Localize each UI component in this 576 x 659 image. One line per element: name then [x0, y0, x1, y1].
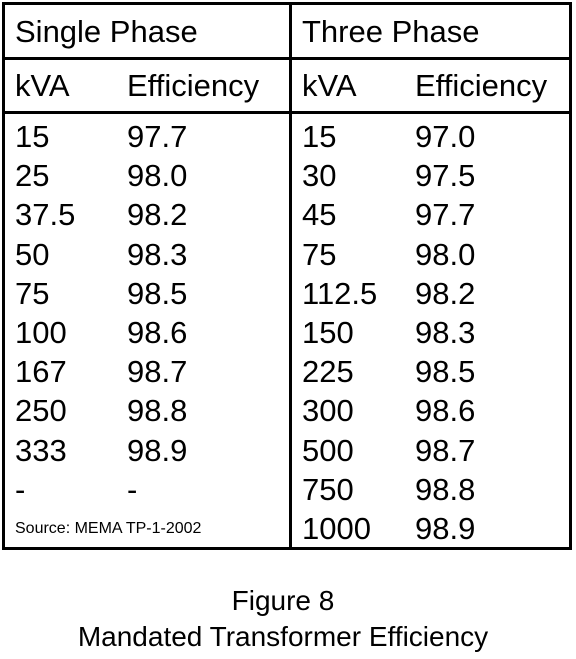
three-phase-kva-header: kVA	[302, 68, 357, 103]
single-phase-kva-cell: 333	[15, 432, 67, 468]
title-divider	[5, 57, 569, 60]
three-phase-kva-cell: 15	[302, 119, 337, 154]
single-phase-title: Single Phase	[15, 14, 198, 49]
single-phase-efficiency-cell: 98.2	[127, 197, 188, 233]
three-phase-kva-cell: 225	[302, 354, 354, 390]
single-phase-efficiency-header: Efficiency	[127, 68, 260, 103]
three-phase-efficiency-cell: 98.6	[415, 393, 476, 429]
single-phase-kva-cell: 15	[15, 119, 50, 154]
three-phase-efficiency-header: Efficiency	[415, 68, 548, 103]
three-phase-efficiency-cell: 98.7	[415, 432, 476, 468]
single-phase-efficiency-cell: 98.0	[127, 158, 188, 194]
single-phase-efficiency-cell: 98.3	[127, 236, 188, 272]
three-phase-kva-cell: 45	[302, 197, 337, 233]
three-phase-kva-cell: 30	[302, 158, 337, 194]
single-phase-efficiency-cell: 98.7	[127, 354, 188, 390]
single-phase-efficiency-cell: 98.5	[127, 275, 188, 311]
three-phase-efficiency-cell: 98.8	[415, 471, 476, 507]
source-note: Source: MEMA TP-1-2002	[15, 520, 202, 537]
three-phase-efficiency-cell: 97.7	[415, 197, 476, 233]
single-phase-efficiency-cell: 98.6	[127, 314, 188, 350]
single-phase-efficiency-cell: 97.7	[127, 119, 188, 154]
single-phase-efficiency-cell: 98.8	[127, 393, 188, 429]
single-phase-kva-cell: 50	[15, 236, 50, 272]
three-phase-kva-cell: 500	[302, 432, 354, 468]
single-phase-kva-column: 15 25 37.5 50 75 100 167 250 333-	[15, 117, 75, 509]
three-phase-efficiency-cell: 98.5	[415, 354, 476, 390]
single-phase-kva-cell: 167	[15, 354, 67, 390]
three-phase-efficiency-cell: 98.9	[415, 510, 476, 546]
figure-number: Figure 8	[231, 585, 335, 616]
three-phase-kva-cell: 750	[302, 471, 354, 507]
three-phase-kva-cell: 150	[302, 314, 354, 350]
three-phase-efficiency-cell: 98.2	[415, 275, 476, 311]
single-phase-efficiency-cell: 98.9	[127, 432, 188, 468]
single-phase-kva-cell: 75	[15, 275, 50, 311]
single-phase-kva-header: kVA	[15, 68, 70, 103]
single-phase-kva-cell: 25	[15, 158, 50, 194]
single-phase-kva-cell: 37.5	[15, 197, 76, 233]
efficiency-table: Single Phase Three Phase kVA Efficiency …	[2, 2, 572, 550]
figure-title: Mandated Transformer Efficiency	[77, 621, 489, 652]
single-phase-efficiency-cell: -	[127, 471, 138, 507]
three-phase-efficiency-column: 97.0 97.5 97.7 98.0 98.2 98.3 98.5 98.6 98.7 98.8…	[415, 117, 475, 548]
column-divider	[289, 5, 292, 547]
three-phase-kva-cell: 300	[302, 393, 354, 429]
three-phase-efficiency-cell: 98.3	[415, 314, 476, 350]
three-phase-title: Three Phase	[302, 14, 480, 49]
single-phase-efficiency-column: 97.7 98.0 98.2 98.3 98.5 98.6 98.7 98.8 98.9-	[127, 117, 187, 509]
three-phase-kva-cell: 112.5	[302, 275, 378, 311]
three-phase-efficiency-cell: 97.5	[415, 158, 476, 194]
single-phase-kva-cell: 100	[15, 314, 67, 350]
three-phase-kva-column: 15 30 45 75 112.5 150 225 300 500 750 1000	[302, 117, 377, 548]
three-phase-efficiency-cell: 97.0	[415, 119, 476, 154]
single-phase-kva-cell: -	[15, 471, 26, 507]
single-phase-kva-cell: 250	[15, 393, 67, 429]
three-phase-kva-cell: 1000	[302, 510, 371, 546]
three-phase-kva-cell: 75	[302, 236, 337, 272]
three-phase-efficiency-cell: 98.0	[415, 236, 476, 272]
header-divider	[5, 111, 569, 114]
